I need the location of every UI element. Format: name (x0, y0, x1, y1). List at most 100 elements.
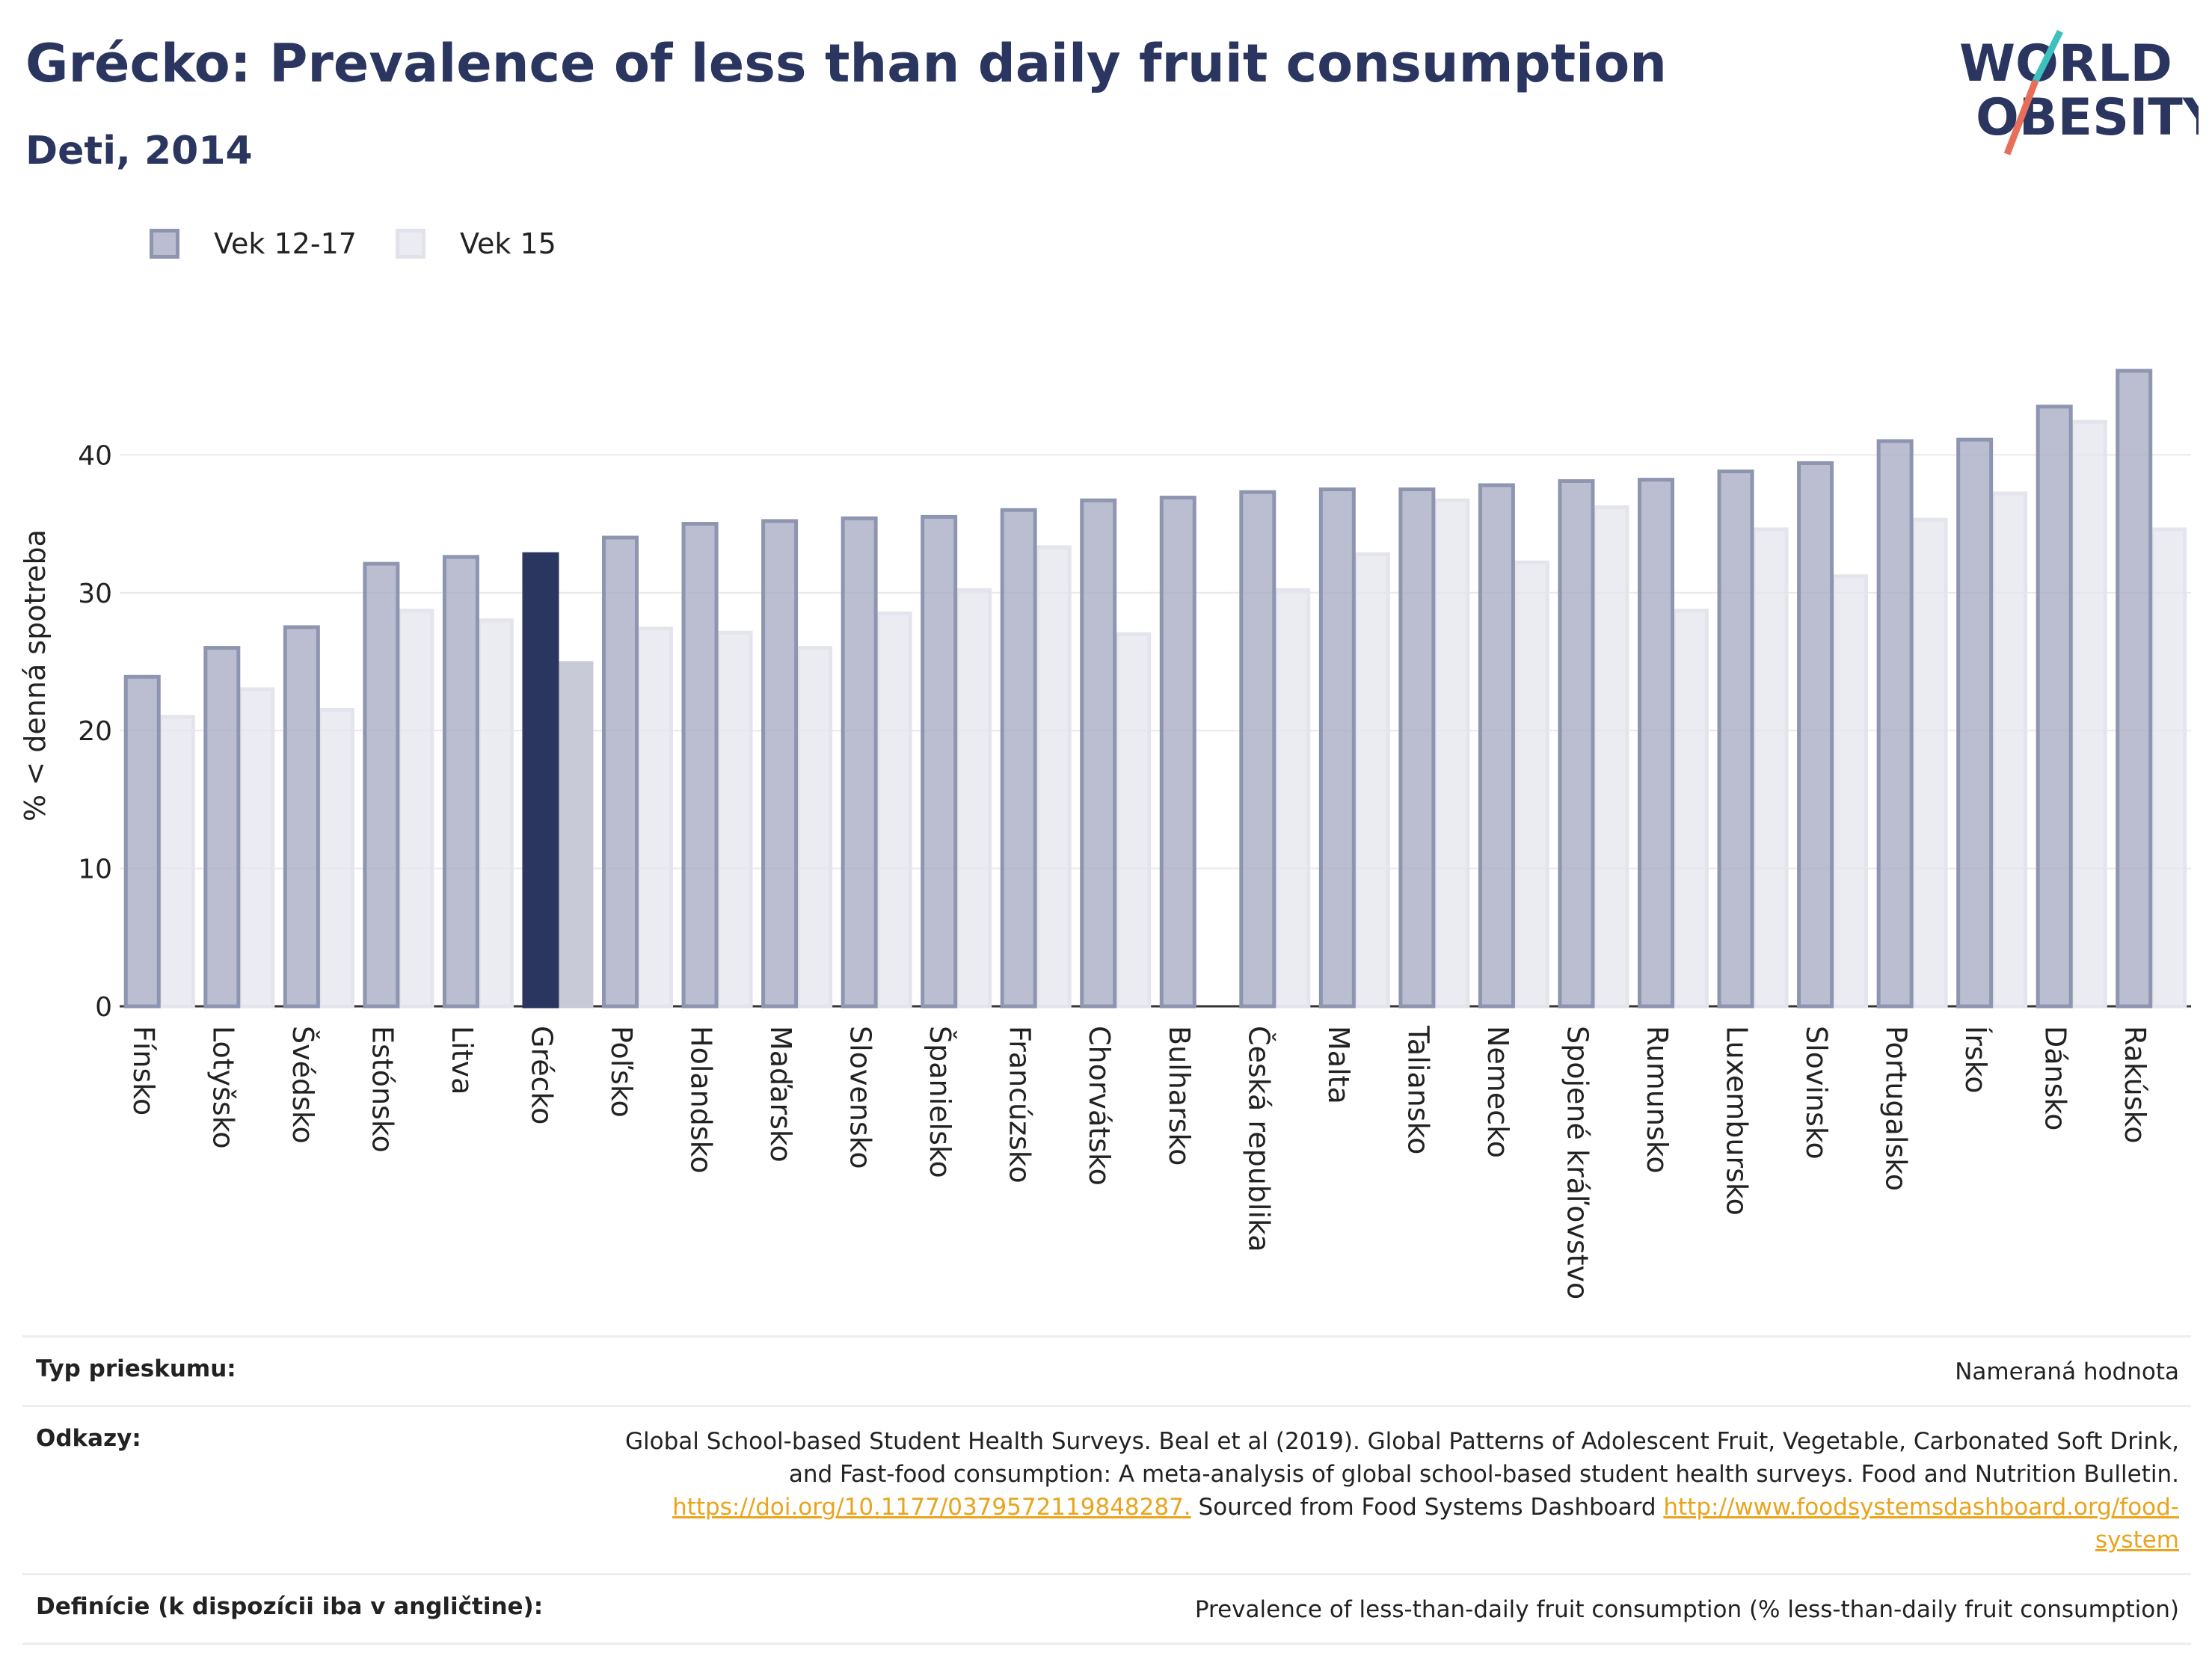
bar-series1[interactable] (2116, 369, 2153, 1009)
bar-series2[interactable] (1911, 517, 1948, 1009)
bar-series1[interactable] (283, 625, 320, 1009)
bar-series2[interactable] (1034, 545, 1072, 1009)
bar-series1[interactable] (1717, 470, 1754, 1009)
doi-link[interactable]: https://doi.org/10.1177/0379572119848287… (672, 1494, 1191, 1521)
bar-series1[interactable] (1478, 483, 1515, 1009)
x-tick-label: Slovensko (844, 1026, 877, 1169)
y-tick-label: 40 (78, 440, 112, 471)
bar-series1[interactable] (1558, 478, 1595, 1009)
definitions-label: Definície (k dispozícii iba v angličtine… (36, 1593, 544, 1620)
bar-series2[interactable] (1831, 574, 1869, 1009)
legend-swatch-series1 (150, 229, 179, 259)
x-tick-label: Estónsko (366, 1026, 399, 1153)
bar-series1[interactable] (522, 552, 559, 1009)
x-tick-label: Bulharsko (1163, 1026, 1196, 1166)
bar-series1[interactable] (363, 561, 400, 1009)
bar-series2[interactable] (716, 630, 753, 1009)
x-tick-label: Spojené kráľovstvo (1561, 1026, 1594, 1299)
bar-series1[interactable] (203, 646, 241, 1009)
bar-series2[interactable] (476, 618, 514, 1009)
references-label: Odkazy: (36, 1425, 141, 1452)
bar-series1[interactable] (123, 674, 161, 1009)
x-tick-label: Lotyšsko (206, 1026, 239, 1149)
bar-series2[interactable] (875, 611, 912, 1009)
x-tick-label: Maďarsko (764, 1026, 797, 1163)
x-tick-label: Poľsko (605, 1026, 638, 1118)
bar-series1[interactable] (2036, 404, 2073, 1009)
bar-series1[interactable] (1159, 496, 1196, 1009)
chart-title: Grécko: Prevalence of less than daily fr… (25, 33, 1668, 94)
bar-series2[interactable] (317, 708, 354, 1009)
survey-type-value: Nameraná hodnota (1955, 1358, 2179, 1385)
info-table: Typ prieskumu: Nameraná hodnota Odkazy: … (22, 1335, 2191, 1645)
bar-series2[interactable] (556, 661, 594, 1009)
bar-series2[interactable] (636, 627, 673, 1009)
x-tick-label: Írsko (1959, 1026, 1992, 1094)
bar-series2[interactable] (1433, 498, 1470, 1009)
bar-series2[interactable] (397, 609, 434, 1009)
bar-series2[interactable] (1353, 552, 1390, 1009)
x-tick-label: Luxembursko (1721, 1026, 1754, 1216)
bar-series1[interactable] (442, 555, 479, 1009)
y-axis-label: % < denná spotreba (19, 529, 52, 822)
bar-series1[interactable] (841, 516, 878, 1009)
bar-series1[interactable] (1239, 490, 1276, 1009)
references-text-2: and Fast-food consumption: A meta-analys… (788, 1461, 2179, 1488)
bar-series2[interactable] (1114, 632, 1152, 1009)
svg-text:WORLD: WORLD (1959, 34, 2172, 93)
bar-series2[interactable] (238, 687, 275, 1009)
x-axis-ticks: Fínsko Lotyšsko Švédsko Estónsko Litva Grécko… (127, 1025, 2151, 1299)
x-tick-label: Holandsko (685, 1026, 718, 1174)
bar-series1[interactable] (1638, 478, 1674, 1009)
x-tick-label: Rakúsko (2119, 1026, 2151, 1143)
legend-swatch-series2 (395, 229, 425, 259)
bar-series1[interactable] (1797, 461, 1834, 1009)
info-row-definitions: Definície (k dispozícii iba v angličtine… (22, 1573, 2191, 1645)
references-text-3: Sourced from Food Systems Dashboard (1191, 1494, 1664, 1521)
bar-series1[interactable] (1000, 508, 1037, 1009)
bar-series1[interactable] (602, 535, 639, 1009)
y-tick-label: 0 (95, 992, 112, 1023)
x-tick-label: Rumunsko (1641, 1026, 1674, 1174)
bar-series2[interactable] (1274, 588, 1311, 1009)
legend-label-series2: Vek 15 (459, 227, 556, 260)
bar-series2[interactable] (1672, 609, 1709, 1009)
x-tick-label: Portugalsko (1880, 1026, 1913, 1191)
x-tick-label: Taliansko (1401, 1025, 1434, 1154)
bar-series1[interactable] (1080, 498, 1117, 1009)
bar-series1[interactable] (1956, 437, 1994, 1009)
bar-series2[interactable] (2070, 419, 2107, 1009)
bar-series1[interactable] (921, 514, 958, 1009)
dashboard-link[interactable]: http://www.foodsystemsdashboard.org/food… (1663, 1494, 2179, 1521)
bar-chart: 0 10 20 30 40 Fínsko Lotyšsko Švédsko Estónsko L… (19, 369, 2191, 1299)
info-row-references: Odkazy: Global School-based Student Heal… (22, 1405, 2191, 1573)
bar-series2[interactable] (796, 646, 833, 1009)
info-row-survey-type: Typ prieskumu: Nameraná hodnota (22, 1335, 2191, 1405)
legend-item-series1[interactable]: Vek 12-17 (150, 227, 357, 260)
y-tick-label: 10 (78, 855, 112, 885)
y-tick-label: 20 (78, 716, 112, 747)
bar-series2[interactable] (1991, 491, 2028, 1009)
legend-item-series2[interactable]: Vek 15 (395, 227, 556, 260)
chart-legend: Vek 12-17 Vek 15 (150, 221, 595, 266)
bar-series1[interactable] (1398, 487, 1436, 1009)
bar-series1[interactable] (1318, 487, 1356, 1009)
x-tick-label: Švédsko (286, 1026, 319, 1144)
x-tick-label: Litva (446, 1026, 479, 1095)
x-tick-label: Nemecko (1481, 1026, 1514, 1158)
legend-label-series1: Vek 12-17 (214, 227, 357, 260)
dashboard-link-cont[interactable]: system (2095, 1527, 2179, 1554)
definitions-value: Prevalence of less-than-daily fruit cons… (1194, 1596, 2179, 1623)
bar-series2[interactable] (1751, 527, 1789, 1009)
bar-series2[interactable] (158, 715, 195, 1009)
x-tick-label: Malta (1322, 1026, 1355, 1104)
bar-series2[interactable] (1592, 505, 1629, 1009)
x-tick-label: Česká republika (1242, 1026, 1275, 1252)
bar-series1[interactable] (681, 522, 719, 1009)
bar-series1[interactable] (1876, 439, 1914, 1009)
x-tick-label: Slovinsko (1800, 1026, 1833, 1160)
bar-series2[interactable] (955, 588, 992, 1009)
bar-series2[interactable] (2150, 527, 2187, 1009)
bar-series2[interactable] (1512, 560, 1549, 1009)
bar-series1[interactable] (761, 519, 799, 1009)
